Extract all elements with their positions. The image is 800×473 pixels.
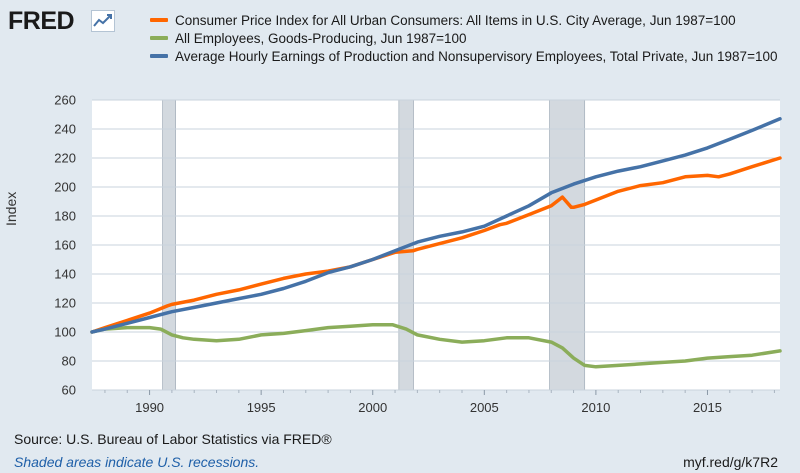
- legend-label-goods-producing: All Employees, Goods-Producing, Jun 1987…: [175, 30, 467, 46]
- legend-label-hourly-earnings: Average Hourly Earnings of Production an…: [175, 48, 778, 64]
- series-line-hourly-earnings[interactable]: [90, 117, 782, 334]
- legend-item-goods-producing[interactable]: All Employees, Goods-Producing, Jun 1987…: [150, 28, 467, 48]
- y-tick-label: 240: [54, 122, 76, 137]
- y-tick-label: 220: [54, 151, 76, 166]
- legend-swatch-cpi: [150, 18, 168, 22]
- x-tick-label: 2005: [470, 400, 499, 415]
- y-axis-label: Index: [3, 191, 19, 226]
- gridlines: [92, 99, 780, 391]
- legend-item-cpi[interactable]: Consumer Price Index for All Urban Consu…: [150, 10, 736, 30]
- x-axis-ticks: 1990 1995 2000 2005 2010 2015: [104, 390, 775, 415]
- source-note: Source: U.S. Bureau of Labor Statistics …: [14, 431, 332, 447]
- y-tick-label: 160: [54, 238, 76, 253]
- y-tick-label: 100: [54, 325, 76, 340]
- recession-note: Shaded areas indicate U.S. recessions.: [14, 454, 260, 470]
- x-tick-label: 1990: [135, 400, 164, 415]
- y-axis-ticks: 60 80 100 120 140 160 180 200 220 240 260: [54, 93, 76, 398]
- legend-swatch-hourly-earnings: [150, 54, 168, 58]
- x-tick-label: 1995: [247, 400, 276, 415]
- y-tick-label: 80: [62, 354, 76, 369]
- fred-logo[interactable]: FRED: [8, 7, 75, 35]
- y-tick-label: 140: [54, 267, 76, 282]
- series-lines: [90, 117, 782, 369]
- x-tick-label: 2015: [693, 400, 722, 415]
- x-tick-label: 2010: [581, 400, 610, 415]
- y-tick-label: 260: [54, 93, 76, 108]
- legend-swatch-goods-producing: [150, 36, 168, 40]
- y-tick-label: 200: [54, 180, 76, 195]
- x-tick-label: 2000: [358, 400, 387, 415]
- legend-item-hourly-earnings[interactable]: Average Hourly Earnings of Production an…: [150, 46, 777, 66]
- short-url[interactable]: myf.red/g/k7R2: [683, 454, 778, 470]
- y-tick-label: 120: [54, 296, 76, 311]
- y-tick-label: 60: [62, 383, 76, 398]
- y-tick-label: 180: [54, 209, 76, 224]
- series-line-goods-producing[interactable]: [90, 323, 782, 369]
- legend-label-cpi: Consumer Price Index for All Urban Consu…: [175, 12, 736, 28]
- trend-line-icon: [91, 10, 115, 32]
- series-line-cpi[interactable]: [90, 156, 782, 334]
- chart-header: FRED Consumer Price Index for All Urban …: [0, 0, 800, 90]
